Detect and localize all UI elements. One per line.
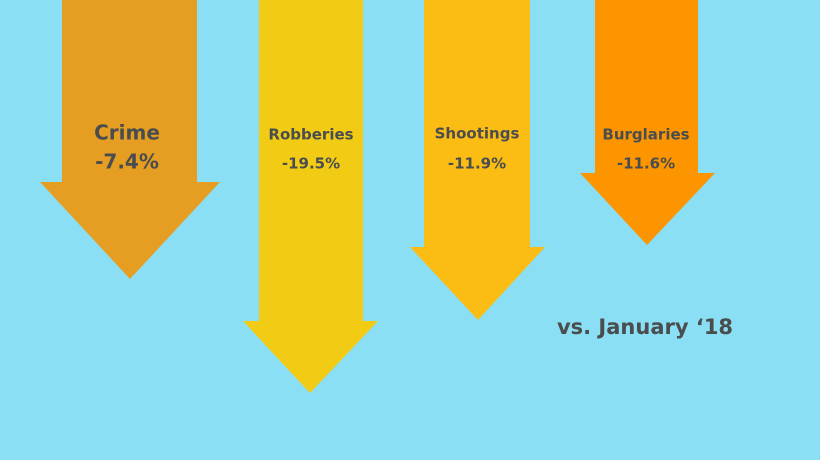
arrow-change: -7.4% (95, 150, 159, 174)
arrow-label: Shootings (435, 125, 520, 143)
arrow-change: -11.6% (617, 155, 675, 173)
arrow-label: Robberies (268, 126, 353, 144)
arrow (410, 0, 545, 320)
arrow-label: Burglaries (602, 126, 689, 144)
arrow (580, 0, 715, 245)
arrow (40, 0, 220, 279)
arrow (243, 0, 378, 393)
arrow-label: Crime (94, 121, 160, 145)
footnote: vs. January ‘18 (557, 315, 733, 339)
arrow-change: -19.5% (282, 155, 340, 173)
arrow-change: -11.9% (448, 155, 506, 173)
